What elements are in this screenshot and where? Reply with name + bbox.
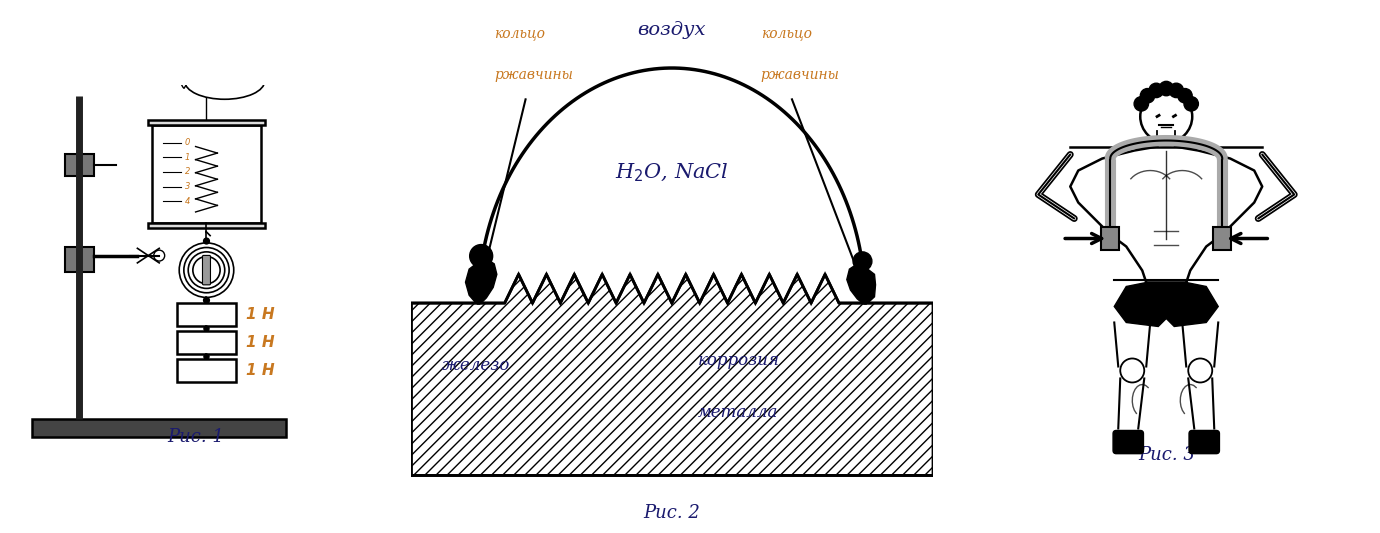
Text: 2: 2 <box>185 167 190 176</box>
Polygon shape <box>226 52 244 63</box>
FancyBboxPatch shape <box>32 419 287 438</box>
Circle shape <box>184 247 229 293</box>
Text: 4: 4 <box>185 197 190 206</box>
FancyBboxPatch shape <box>178 359 236 383</box>
Circle shape <box>1121 359 1144 383</box>
Polygon shape <box>1118 378 1144 429</box>
Text: 1: 1 <box>185 153 190 162</box>
Text: Рис. 3: Рис. 3 <box>1138 447 1195 464</box>
Circle shape <box>1169 83 1184 98</box>
Text: кольцо: кольцо <box>494 26 545 40</box>
Polygon shape <box>1114 282 1219 327</box>
Circle shape <box>1150 83 1163 98</box>
FancyBboxPatch shape <box>65 154 94 175</box>
FancyBboxPatch shape <box>178 303 236 327</box>
FancyBboxPatch shape <box>1114 431 1144 454</box>
Circle shape <box>188 252 225 288</box>
Circle shape <box>204 354 208 359</box>
Text: кольцо: кольцо <box>760 26 811 40</box>
FancyBboxPatch shape <box>65 246 94 272</box>
Text: металла: металла <box>698 404 778 421</box>
Polygon shape <box>244 52 262 63</box>
Circle shape <box>153 250 164 261</box>
Circle shape <box>1140 88 1155 103</box>
Polygon shape <box>190 52 208 63</box>
Circle shape <box>1184 96 1198 111</box>
Text: 1 Н: 1 Н <box>247 363 275 378</box>
Polygon shape <box>181 72 193 88</box>
Circle shape <box>469 245 493 268</box>
Text: 3: 3 <box>185 182 190 191</box>
Text: воздух: воздух <box>638 21 707 39</box>
Circle shape <box>1140 91 1192 142</box>
FancyBboxPatch shape <box>148 223 265 228</box>
Polygon shape <box>1114 322 1151 367</box>
Circle shape <box>1177 88 1192 103</box>
Circle shape <box>204 297 210 303</box>
Circle shape <box>1188 359 1212 383</box>
FancyBboxPatch shape <box>203 255 211 285</box>
Circle shape <box>204 326 208 331</box>
Polygon shape <box>208 52 226 63</box>
Polygon shape <box>465 259 497 303</box>
Text: 1 Н: 1 Н <box>247 335 275 350</box>
FancyBboxPatch shape <box>1190 431 1220 454</box>
Circle shape <box>193 256 221 284</box>
Ellipse shape <box>185 63 265 99</box>
Text: железо: железо <box>442 357 511 374</box>
Circle shape <box>204 238 210 244</box>
Text: коррозия: коррозия <box>698 352 780 369</box>
Circle shape <box>1159 82 1173 96</box>
FancyBboxPatch shape <box>148 120 265 125</box>
Polygon shape <box>1183 322 1219 367</box>
FancyBboxPatch shape <box>178 331 236 354</box>
Text: Рис. 1: Рис. 1 <box>167 429 224 447</box>
FancyBboxPatch shape <box>1101 227 1119 251</box>
Text: 0: 0 <box>185 139 190 148</box>
Text: H$_2$O, NaCl: H$_2$O, NaCl <box>615 161 729 183</box>
Text: Рис. 2: Рис. 2 <box>643 504 700 522</box>
Text: ржавчины: ржавчины <box>760 68 839 82</box>
Circle shape <box>179 243 233 297</box>
Polygon shape <box>847 264 875 303</box>
Polygon shape <box>1188 378 1214 429</box>
Circle shape <box>853 252 872 271</box>
Circle shape <box>1134 96 1148 111</box>
FancyBboxPatch shape <box>1158 131 1174 147</box>
FancyBboxPatch shape <box>1213 227 1231 251</box>
Polygon shape <box>411 274 933 475</box>
FancyBboxPatch shape <box>152 125 261 223</box>
Text: ржавчины: ржавчины <box>494 68 573 82</box>
Text: 1 Н: 1 Н <box>247 307 275 322</box>
